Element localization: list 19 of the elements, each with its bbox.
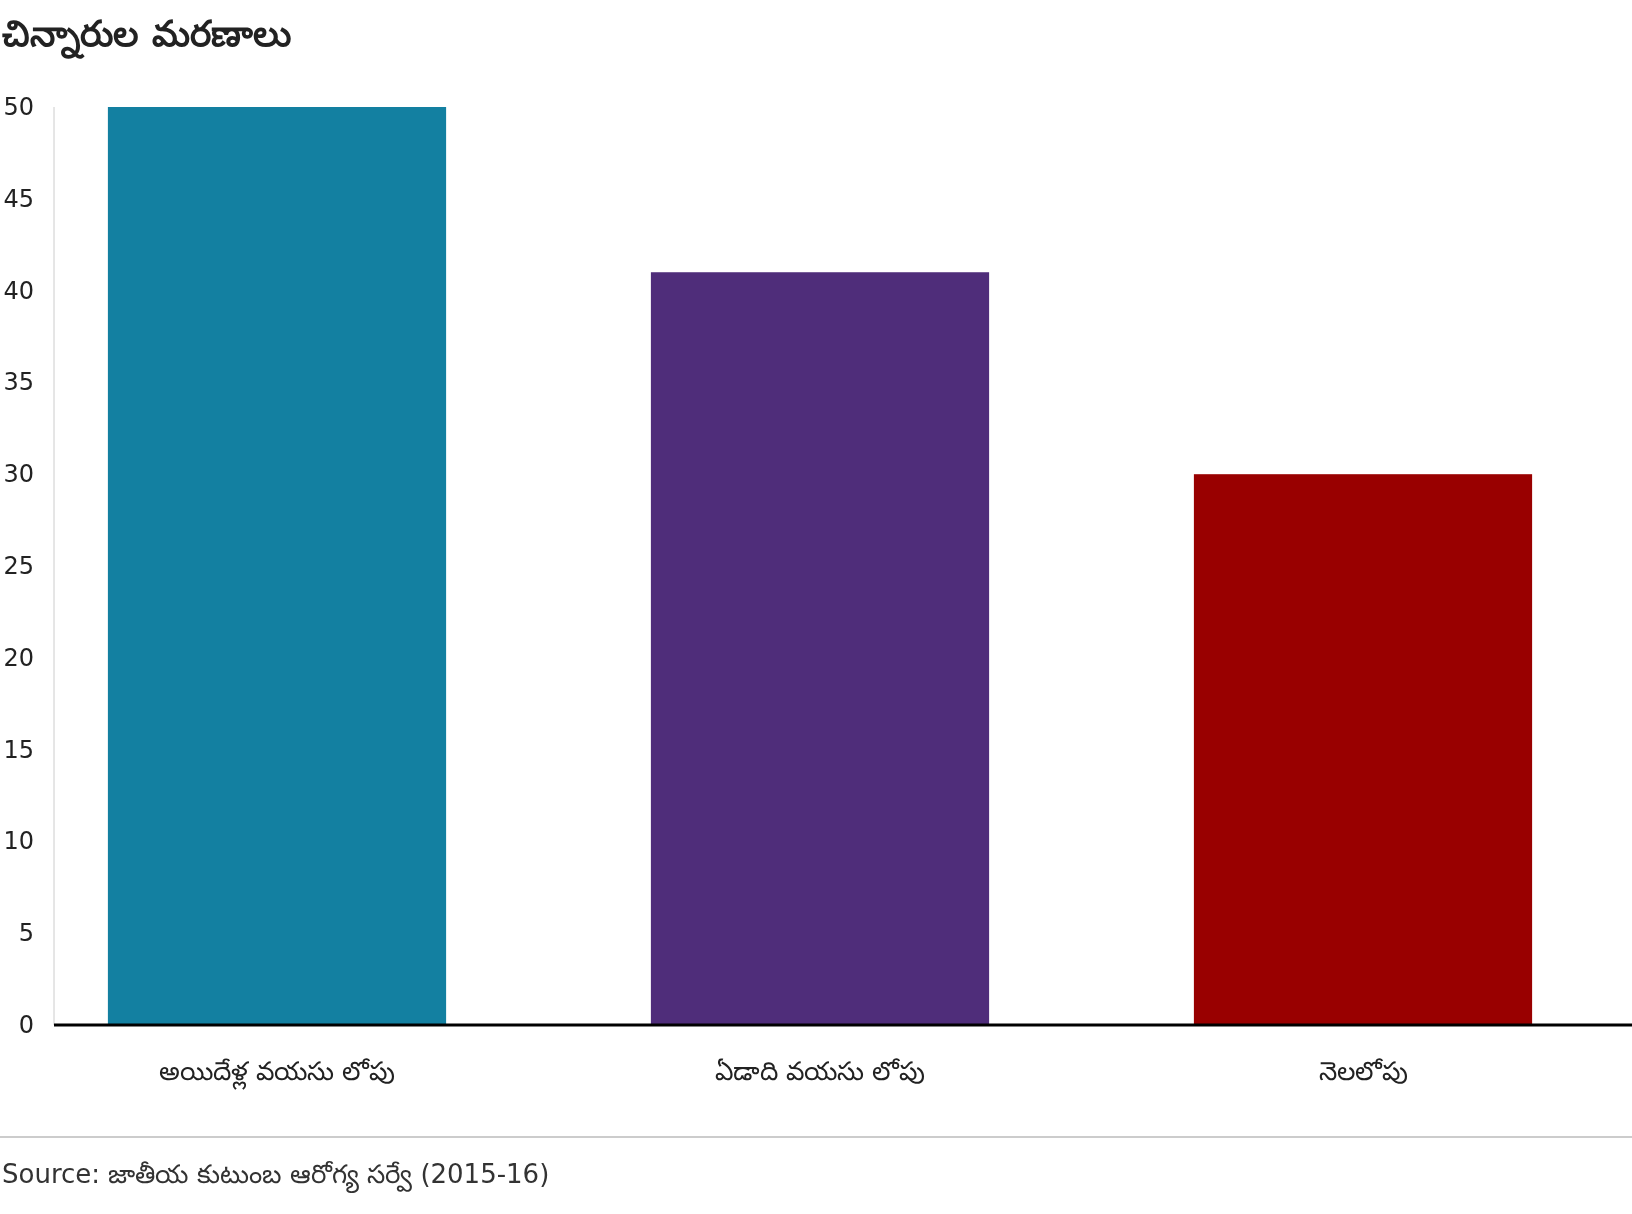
y-tick-label: 20	[3, 643, 34, 672]
source-note: Source: జాతీయ కుటుంబ ఆరోగ్య సర్వే (2015-16)	[2, 1159, 550, 1194]
bar	[107, 107, 447, 1025]
y-tick-label: 30	[3, 460, 34, 489]
bar	[1193, 474, 1533, 1025]
y-tick-label: 25	[3, 552, 34, 580]
x-tick-label: ఏడాది వయసు లోపు	[714, 1056, 926, 1086]
y-tick-label: 10	[3, 827, 34, 856]
y-tick-label: 50	[3, 93, 34, 121]
y-tick-label: 40	[3, 276, 34, 305]
x-tick-label: అయిదేళ్ల వయసు లోపు	[158, 1056, 396, 1090]
y-tick-label: 5	[18, 919, 34, 948]
x-tick-label: నెలలోపు	[1318, 1056, 1408, 1086]
y-tick-label: 35	[3, 368, 34, 397]
chart-title: చిన్నారుల మరణాలు	[2, 13, 291, 59]
y-tick-label: 45	[3, 184, 34, 213]
bar	[650, 272, 990, 1025]
y-tick-label: 0	[18, 1011, 34, 1039]
y-tick-label: 15	[3, 735, 34, 764]
